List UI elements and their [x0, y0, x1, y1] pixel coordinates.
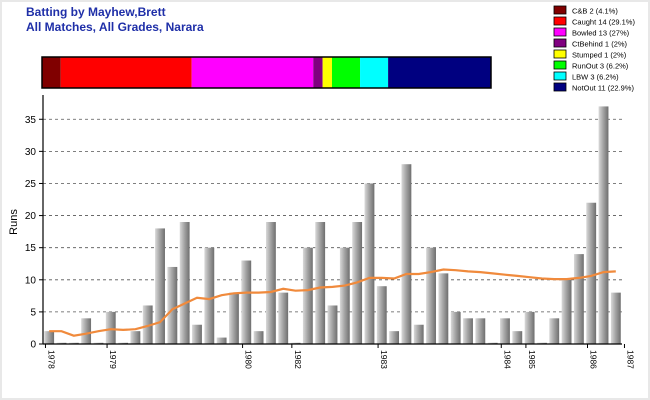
bar-43	[573, 254, 584, 344]
bar-33	[450, 311, 461, 344]
bar-10	[167, 266, 178, 344]
legend-swatch-4	[553, 49, 567, 59]
x-tick-label-0: 1978	[46, 350, 56, 369]
legend-swatch-3	[553, 38, 567, 48]
dismissal-strip-border	[41, 56, 492, 89]
bar-19	[278, 292, 289, 344]
bar-26	[364, 183, 375, 344]
bar-21	[302, 247, 313, 344]
y-tick-label-35: 35	[25, 115, 37, 126]
bar-45	[598, 106, 609, 344]
bar-28	[389, 331, 400, 344]
x-tick-label-6: 1985	[527, 350, 537, 369]
bar-12	[192, 324, 202, 344]
dismissal-segment-4	[322, 57, 332, 88]
bar-38	[512, 331, 523, 344]
bar-42	[561, 279, 572, 344]
bar-46	[610, 292, 621, 344]
legend-label-7: NotOut 11 (22.9%)	[572, 84, 634, 93]
x-tick-label-3: 1982	[293, 350, 303, 369]
dismissal-segment-1	[60, 57, 192, 88]
y-tick-label-5: 5	[30, 307, 36, 318]
legend-swatch-2	[553, 27, 567, 37]
dismissal-segment-6	[360, 57, 389, 88]
y-tick-label-25: 25	[25, 179, 37, 190]
legend-swatch-0	[553, 5, 567, 15]
legend-swatch-5	[553, 60, 567, 70]
bar-11	[179, 222, 190, 344]
x-tick-label-4: 1983	[379, 350, 389, 369]
average-line	[49, 268, 616, 337]
bar-29	[401, 164, 412, 344]
legend-label-3: CtBehind 1 (2%)	[572, 40, 628, 49]
bar-7	[130, 331, 141, 344]
bar-15	[229, 292, 239, 344]
y-tick-label-0: 0	[30, 340, 36, 351]
bar-32	[438, 273, 449, 344]
legend-swatch-1	[553, 16, 567, 26]
legend-swatch-6	[553, 71, 567, 81]
y-tick-label-30: 30	[25, 147, 37, 158]
bar-9	[155, 228, 165, 344]
y-tick-label-15: 15	[25, 243, 37, 254]
legend-label-0: C&B 2 (4.1%)	[572, 7, 618, 16]
bar-14	[216, 337, 227, 344]
bar-31	[426, 247, 436, 344]
x-tick-label-1: 1979	[108, 350, 118, 369]
x-tick-label-5: 1984	[502, 350, 512, 369]
bar-39	[524, 311, 535, 344]
dismissal-segment-2	[191, 57, 314, 88]
bar-44	[586, 202, 597, 344]
bar-30	[413, 324, 424, 344]
bar-3	[81, 318, 92, 344]
legend-label-6: LBW 3 (6.2%)	[572, 73, 619, 82]
bar-22	[315, 222, 326, 344]
legend-swatch-7	[553, 82, 567, 92]
legend-label-5: RunOut 3 (6.2%)	[572, 62, 629, 71]
bar-5	[105, 311, 116, 344]
bar-23	[327, 305, 338, 344]
bar-13	[204, 247, 215, 344]
legend-label-2: Bowled 13 (27%)	[572, 29, 630, 38]
bar-24	[339, 247, 350, 344]
y-axis-label: Runs	[8, 209, 20, 235]
bar-35	[475, 318, 486, 344]
bar-17	[253, 331, 264, 344]
bar-8	[142, 305, 153, 344]
bar-41	[549, 318, 560, 344]
chart-title-scope: All Matches, All Grades, Narara	[26, 20, 204, 34]
y-tick-label-20: 20	[25, 211, 37, 222]
bar-34	[463, 318, 473, 344]
legend-label-1: Caught 14 (29.1%)	[572, 18, 635, 27]
dismissal-segment-3	[313, 57, 323, 88]
x-tick-label-2: 1980	[244, 350, 254, 369]
bar-0	[44, 331, 55, 344]
legend-label-4: Stumped 1 (2%)	[572, 51, 627, 60]
bar-27	[376, 286, 387, 344]
dismissal-segment-5	[331, 57, 361, 88]
y-tick-label-10: 10	[25, 275, 37, 286]
bar-37	[500, 318, 510, 344]
dismissal-segment-0	[42, 57, 61, 88]
bar-18	[265, 222, 276, 344]
x-tick-label-7: 1986	[589, 350, 599, 369]
x-tick-label-8: 1987	[625, 350, 635, 369]
chart-title-player: Batting by Mayhew,Brett	[26, 5, 166, 19]
dismissal-segment-7	[388, 57, 491, 88]
bar-16	[241, 260, 252, 344]
